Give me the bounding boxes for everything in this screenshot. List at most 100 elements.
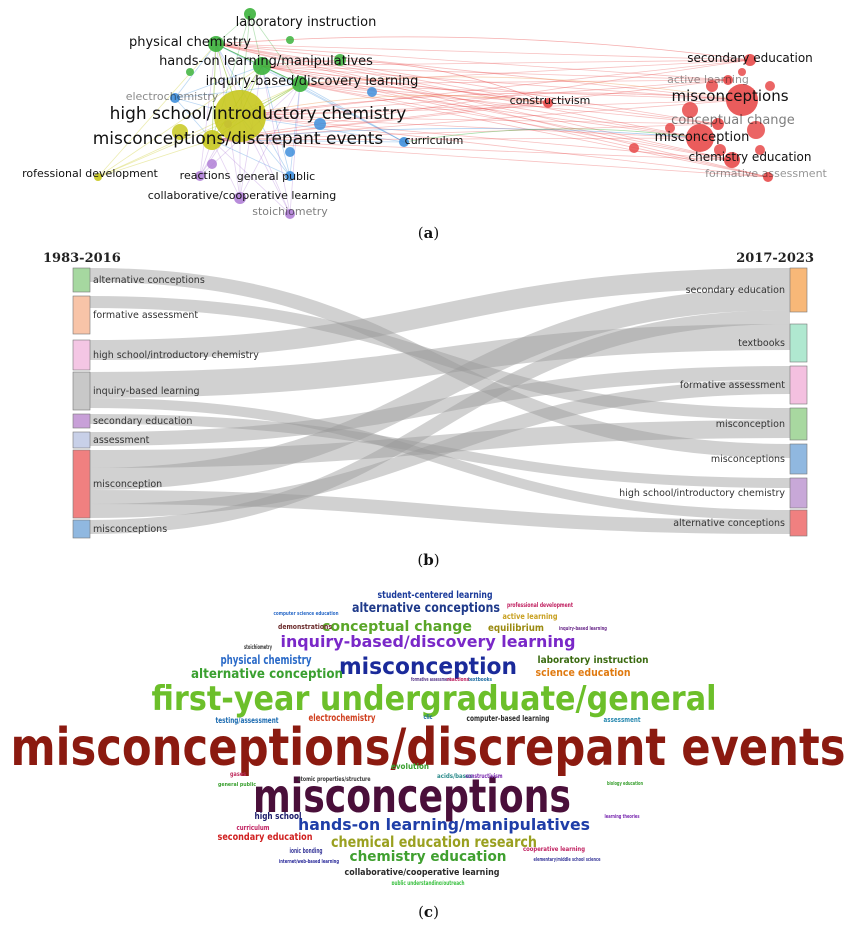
network-node: [195, 171, 205, 181]
word-cloud-word: chemistry education: [350, 849, 507, 865]
word-cloud-word: acids/bases: [437, 773, 473, 780]
word-cloud-word: misconceptions: [253, 769, 571, 823]
network-edge: [299, 59, 751, 85]
network-node: [285, 147, 295, 157]
sankey-flows: [89, 268, 791, 534]
network-edge: [215, 43, 719, 125]
network-edge: [261, 65, 405, 143]
word-cloud-word: physical chemistry: [221, 653, 312, 667]
word-cloud-word: computer-based learning: [467, 714, 550, 723]
word-cloud-word: stoichiometry: [244, 644, 272, 651]
sankey-left-node: [72, 339, 91, 371]
sankey-left-label: inquiry-based learning: [93, 386, 200, 397]
word-cloud-word: first-year undergraduate/general: [152, 679, 717, 719]
sankey-right-node: [789, 323, 808, 363]
network-node: [714, 144, 726, 156]
network-edge: [289, 83, 301, 177]
network-label: misconceptions/discrepant events: [93, 129, 384, 149]
network-edge: [299, 83, 405, 143]
sankey-left-node: [72, 267, 91, 293]
network-edge: [215, 43, 743, 101]
network-node: [738, 68, 746, 76]
sankey-flow: [89, 398, 791, 520]
sankey-flow: [89, 324, 791, 398]
network-node: [763, 172, 773, 182]
sankey-flow: [89, 268, 791, 360]
network-edge: [97, 43, 217, 178]
network-edge: [239, 115, 719, 125]
network-label: inquiry-based/discovery learning: [206, 74, 419, 89]
sankey-right-label: formative assessment: [680, 380, 785, 391]
network-node: [399, 137, 409, 147]
network-edge: [299, 83, 701, 139]
sankey-flow: [89, 310, 791, 534]
word-cloud-word: cooperative learning: [523, 846, 585, 853]
word-cloud-word: chemical education research: [331, 833, 537, 851]
word-cloud-word: reactions: [447, 677, 469, 683]
network-node: [214, 90, 266, 142]
network-edge: [299, 83, 549, 104]
network-edge: [261, 65, 769, 178]
network-edge: [215, 43, 405, 143]
word-cloud-words: misconceptions/discrepant eventsfirst-ye…: [11, 590, 846, 887]
word-cloud-word: internet/web-based learning: [279, 859, 339, 865]
network-edge: [211, 128, 701, 141]
sankey-left-node: [72, 449, 91, 519]
sankey-left-node: [72, 371, 91, 411]
network-node: [724, 152, 740, 168]
sankey-nodes: alternative conceptions formative assessm…: [72, 267, 808, 539]
word-cloud-word: testing/assessment: [216, 716, 279, 725]
sankey-right-node: [789, 509, 808, 537]
word-cloud-word: secondary education: [218, 832, 313, 843]
network-node: [172, 124, 188, 140]
network-node: [726, 84, 758, 116]
sankey-right-label: misconception: [716, 419, 785, 430]
network-node: [334, 54, 346, 66]
word-cloud-word: alternative conception: [191, 667, 343, 682]
network-label: conceptual change: [671, 113, 795, 128]
word-cloud-word: biology education: [607, 781, 643, 787]
network-label: secondary education: [687, 51, 813, 65]
word-cloud-word: elementary/middle school science: [534, 857, 601, 863]
network-node: [285, 171, 295, 181]
sankey-right-node: [789, 477, 808, 509]
network-edge: [211, 59, 751, 141]
network-edge: [174, 43, 217, 99]
network-label: rofessional development: [22, 167, 158, 180]
sankey-flow: [89, 288, 791, 490]
word-cloud-word: student-centered learning: [378, 590, 493, 601]
network-node: [286, 36, 294, 44]
sankey-right-label: textbooks: [738, 338, 785, 349]
word-cloud-word: formative assessment: [411, 677, 451, 683]
network-label: misconceptions: [671, 87, 788, 105]
network-edge: [261, 65, 719, 125]
word-cloud-word: inquiry-based learning: [559, 626, 607, 632]
word-cloud-word: textbooks: [468, 677, 492, 683]
network-label: misconception: [655, 130, 750, 145]
network-node: [253, 57, 271, 75]
sankey-right-node: [789, 267, 808, 313]
word-cloud-word: alternative conceptions: [352, 601, 500, 616]
network-edge: [215, 43, 733, 161]
sankey-left-label: alternative conceptions: [93, 275, 205, 286]
network-edge: [299, 76, 743, 101]
network-node: [292, 76, 308, 92]
network-node: [202, 130, 222, 150]
word-cloud-word: active learning: [503, 612, 558, 621]
network-edge: [211, 139, 241, 199]
network-node: [747, 121, 765, 139]
word-cloud-word: professional development: [507, 602, 573, 609]
sankey-flow: [89, 414, 791, 488]
network-edge: [261, 65, 701, 139]
network-node: [686, 124, 714, 152]
network-edge: [211, 139, 733, 161]
network-edge: [174, 65, 263, 99]
network-label: laboratory instruction: [236, 15, 377, 30]
word-cloud-word: clic: [424, 714, 433, 721]
network-edge: [261, 59, 751, 67]
sankey-left-node: [72, 413, 91, 429]
network-diagram: laboratory instruction physical chemistry…: [22, 8, 828, 219]
network-edge: [97, 139, 213, 178]
network-label: constructivism: [510, 94, 591, 107]
caption-a: (a): [417, 224, 440, 242]
